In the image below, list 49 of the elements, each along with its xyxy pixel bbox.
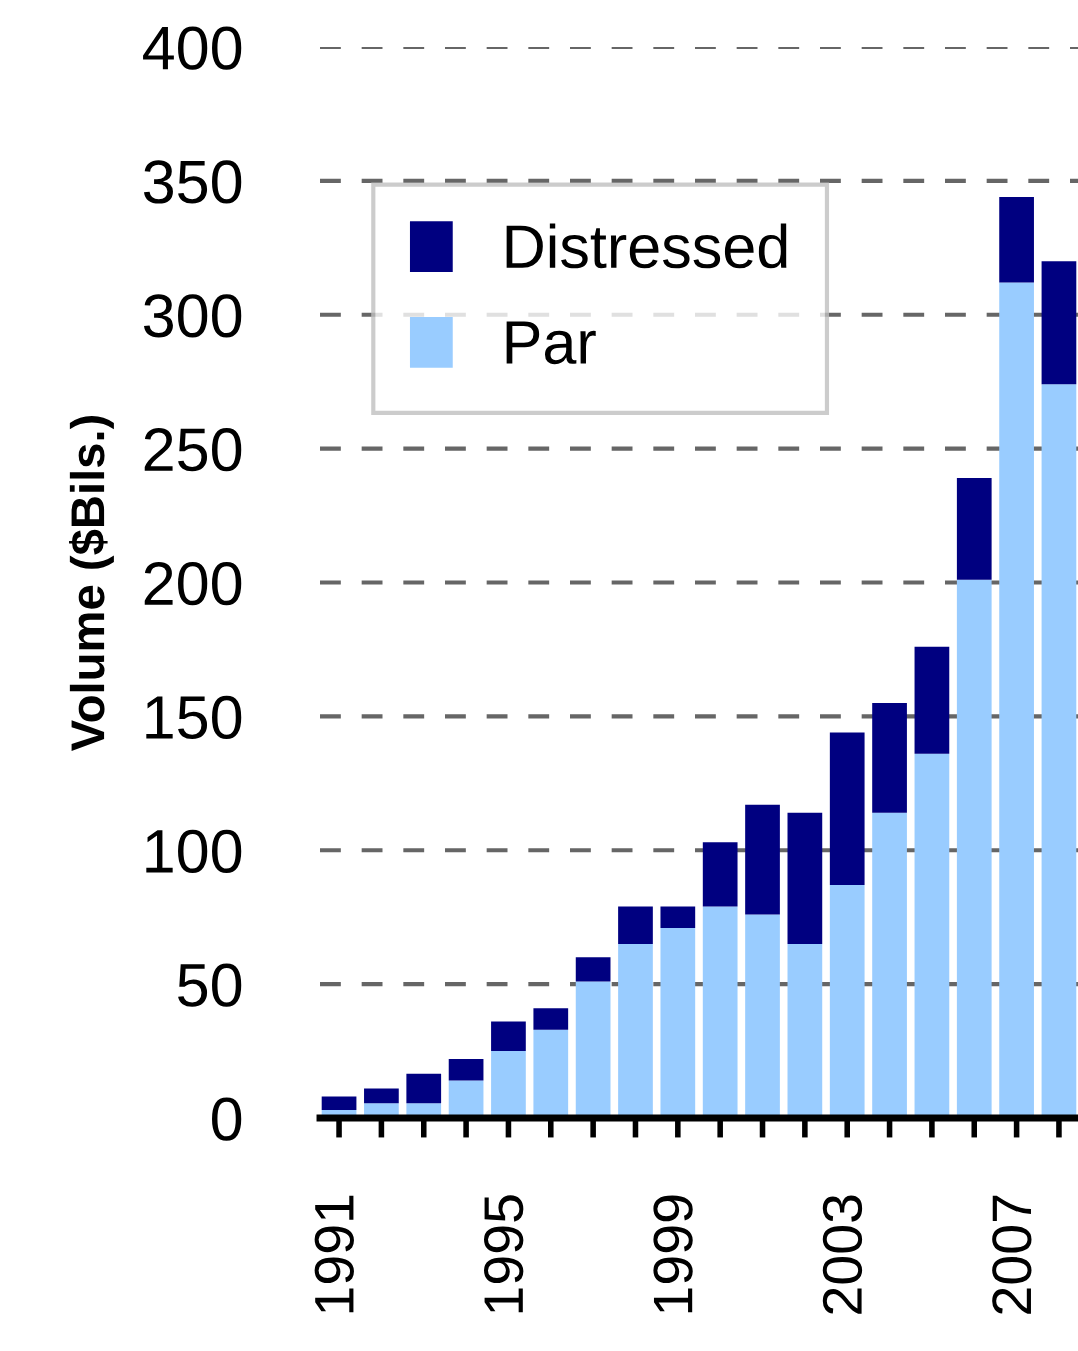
- bar: [448, 1059, 484, 1081]
- y-tick-label: 150: [146, 695, 242, 740]
- x-tick-label: 2003: [822, 1195, 863, 1314]
- y-tick-label: 100: [146, 829, 242, 873]
- bar: [829, 885, 865, 1118]
- y-tick-label: 350: [143, 160, 242, 204]
- bar: [872, 812, 907, 1118]
- y-tick-label: 250: [144, 428, 242, 472]
- bar: [914, 646, 950, 754]
- bar: [956, 478, 992, 580]
- x-tick-label: 1991: [314, 1195, 354, 1313]
- bar: [618, 906, 653, 944]
- bar: [914, 753, 950, 1118]
- bar: [999, 282, 1034, 1118]
- bar: [745, 914, 780, 1118]
- bar: [787, 943, 823, 1118]
- y-tick-label: 0: [212, 1097, 242, 1141]
- bar: [533, 1008, 569, 1030]
- bar: [1041, 384, 1077, 1118]
- bar: [956, 579, 992, 1118]
- x-tick-label: 1999: [653, 1195, 693, 1313]
- bar: [618, 943, 653, 1118]
- bar: [999, 196, 1034, 283]
- bar: [660, 927, 696, 1118]
- bar: [575, 957, 611, 982]
- bar: [533, 1029, 569, 1118]
- bar: [702, 906, 738, 1118]
- bar: [491, 1051, 526, 1118]
- bar: [364, 1088, 399, 1104]
- bar: [1041, 261, 1077, 385]
- legend-label: Distressed: [506, 223, 787, 269]
- bar: [745, 804, 780, 915]
- y-axis-title: Volume ($Bils.): [69, 416, 114, 751]
- bar: [406, 1073, 442, 1104]
- bar: [575, 981, 611, 1118]
- y-tick-label: 400: [143, 26, 242, 70]
- bar: [702, 842, 738, 907]
- bar: [321, 1096, 357, 1110]
- y-tick-label: 50: [178, 963, 242, 1007]
- y-tick-label: 300: [143, 294, 242, 338]
- bar: [829, 732, 865, 886]
- y-tick-label: 200: [144, 561, 242, 606]
- bar: [787, 812, 823, 944]
- bar: [491, 1021, 526, 1052]
- legend-label: Par: [506, 321, 596, 365]
- x-tick-label: 2007: [992, 1195, 1032, 1314]
- bar: [660, 906, 696, 928]
- x-tick-label: 1995: [484, 1195, 524, 1313]
- bar: [872, 702, 907, 813]
